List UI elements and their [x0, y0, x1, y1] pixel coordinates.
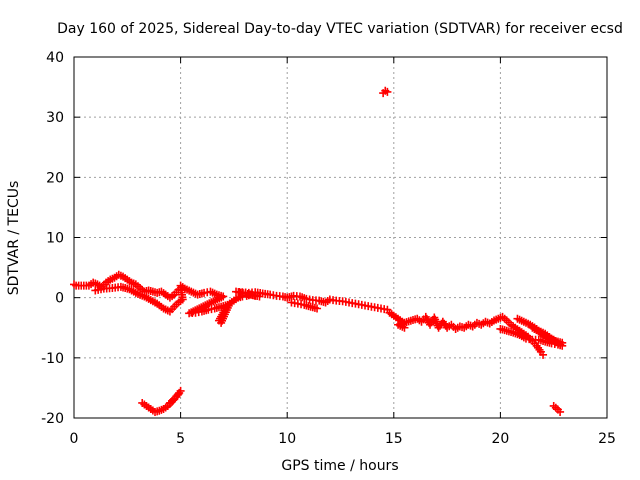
data-point: [558, 338, 567, 347]
y-tick-label: -20: [41, 411, 64, 427]
y-tick-label: 40: [46, 50, 64, 66]
x-axis-label: GPS time / hours: [281, 458, 398, 474]
x-tick-label: 20: [491, 431, 509, 447]
data-point: [539, 330, 548, 339]
x-axis: 0 5 10 15 20 25: [70, 57, 616, 447]
data-point: [556, 407, 565, 416]
x-tick-label: 5: [176, 431, 185, 447]
x-tick-label: 10: [278, 431, 296, 447]
data-points: [70, 86, 567, 416]
grid: [74, 57, 607, 418]
data-point: [383, 87, 392, 96]
data-point: [165, 398, 174, 407]
x-tick-label: 15: [385, 431, 403, 447]
data-point: [539, 350, 548, 359]
chart-title: Day 160 of 2025, Sidereal Day-to-day VTE…: [57, 21, 623, 37]
y-tick-label: 0: [55, 291, 64, 307]
x-tick-label: 25: [598, 431, 616, 447]
y-axis-label: SDTVAR / TECUs: [6, 181, 22, 296]
x-tick-label: 0: [70, 431, 79, 447]
y-axis: -20 -10 0 10 20 30 40: [41, 50, 607, 427]
y-tick-label: 30: [46, 110, 64, 126]
y-tick-label: 20: [46, 170, 64, 186]
y-tick-label: -10: [41, 351, 64, 367]
data-point: [313, 304, 322, 313]
y-tick-label: 10: [46, 231, 64, 247]
